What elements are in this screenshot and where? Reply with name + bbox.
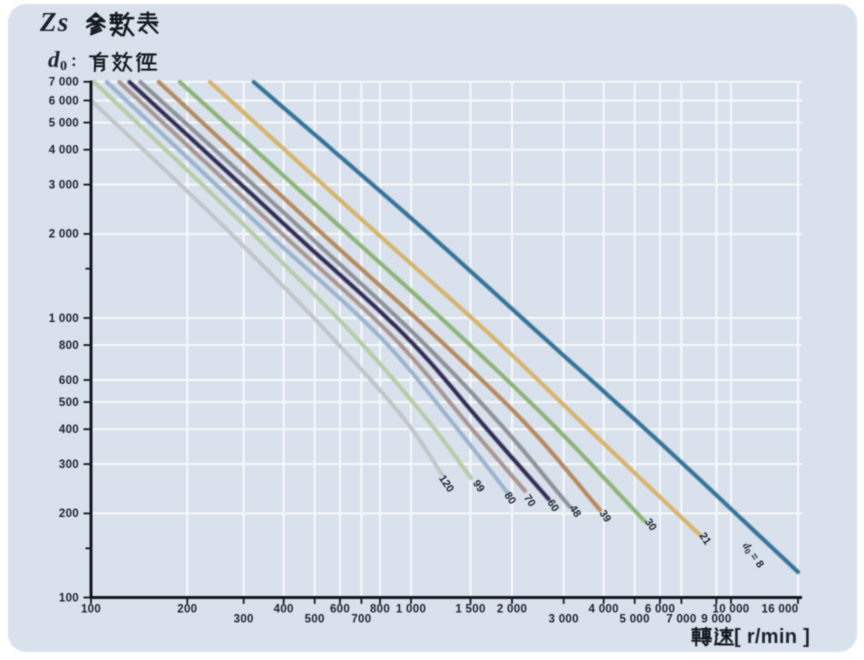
svg-text:100: 100: [59, 592, 79, 604]
svg-text:500: 500: [305, 614, 325, 626]
svg-text:48: 48: [567, 503, 584, 520]
svg-text:d: d: [48, 47, 60, 72]
svg-text:400: 400: [59, 424, 79, 436]
svg-text:800: 800: [370, 604, 390, 616]
svg-text:4 000: 4 000: [589, 604, 619, 616]
svg-text:3 000: 3 000: [49, 179, 79, 191]
svg-text:3 000: 3 000: [549, 614, 579, 626]
svg-text:200: 200: [177, 604, 197, 616]
svg-text:4 000: 4 000: [49, 145, 79, 157]
svg-text:21: 21: [697, 530, 714, 547]
svg-text:7 000: 7 000: [49, 77, 79, 89]
svg-text:6 000: 6 000: [49, 95, 79, 107]
svg-text:[ r/min ]: [ r/min ]: [734, 626, 810, 648]
svg-text:100: 100: [81, 604, 101, 616]
svg-text::: :: [71, 51, 77, 70]
svg-text:300: 300: [234, 614, 254, 626]
svg-text:5 000: 5 000: [620, 614, 650, 626]
svg-text:6 000: 6 000: [645, 604, 675, 616]
svg-text:1 500: 1 500: [455, 604, 485, 616]
svg-text:300: 300: [59, 459, 79, 471]
svg-text:10 000: 10 000: [713, 604, 750, 616]
svg-text:9 000: 9 000: [701, 614, 731, 626]
svg-text:2 000: 2 000: [497, 604, 527, 616]
svg-text:70: 70: [521, 492, 538, 509]
svg-text:2 000: 2 000: [49, 229, 79, 241]
svg-text:30: 30: [642, 516, 659, 533]
svg-text:200: 200: [59, 508, 79, 520]
svg-text:7 000: 7 000: [666, 614, 696, 626]
svg-text:Zs: Zs: [39, 7, 69, 37]
svg-text:500: 500: [59, 397, 79, 409]
svg-text:700: 700: [351, 614, 371, 626]
svg-text:600: 600: [330, 604, 350, 616]
svg-text:1 000: 1 000: [396, 604, 426, 616]
svg-text:600: 600: [59, 375, 79, 387]
svg-text:39: 39: [597, 508, 614, 525]
svg-text:800: 800: [59, 340, 79, 352]
svg-text:400: 400: [274, 604, 294, 616]
svg-text:16 000: 16 000: [762, 604, 799, 616]
svg-text:60: 60: [545, 497, 562, 514]
svg-text:99: 99: [470, 478, 487, 495]
svg-text:5 000: 5 000: [49, 117, 79, 129]
svg-text:0: 0: [60, 59, 67, 74]
svg-text:80: 80: [502, 490, 519, 507]
svg-text:1 000: 1 000: [49, 313, 79, 325]
